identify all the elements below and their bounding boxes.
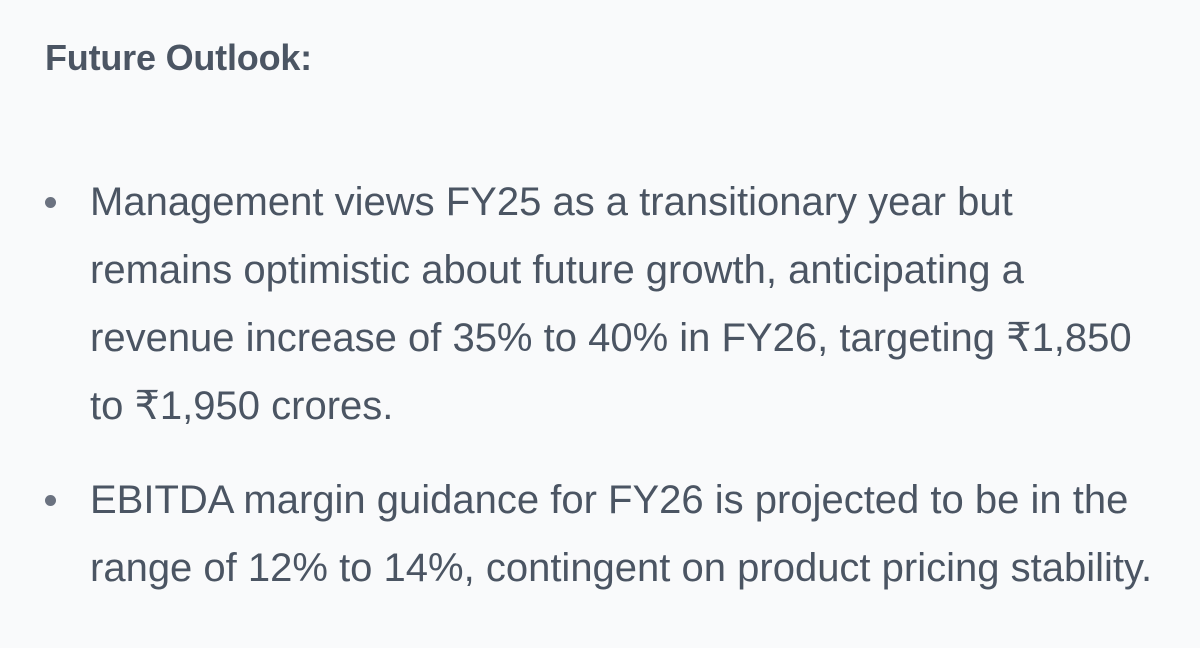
bullet-dot-icon [45, 495, 56, 506]
bullet-text: Management views FY25 as a transitionary… [90, 180, 1132, 428]
bullet-list: Management views FY25 as a transitionary… [45, 168, 1160, 602]
bullet-item-ebitda-guidance: EBITDA margin guidance for FY26 is proje… [45, 466, 1160, 602]
section-heading: Future Outlook: [45, 37, 312, 78]
bullet-text: EBITDA margin guidance for FY26 is proje… [90, 478, 1153, 590]
bullet-item-revenue-outlook: Management views FY25 as a transitionary… [45, 168, 1160, 440]
bullet-dot-icon [45, 197, 56, 208]
